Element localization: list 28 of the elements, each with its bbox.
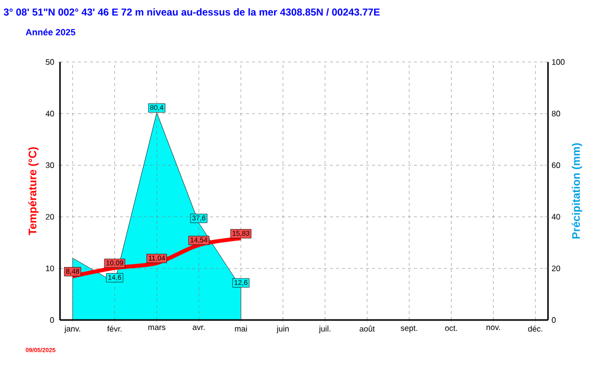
chart-title: 3° 08' 51"N 002° 43' 46 E 72 m niveau au-dessus de la mer 4308.85N / 00243.77E	[4, 8, 380, 16]
y-axis-title: Température (°C)	[28, 147, 39, 236]
y-tick-label: 50	[46, 59, 54, 65]
x-tick-label: déc.	[528, 326, 542, 332]
x-tick-label: avr.	[192, 326, 205, 330]
y-tick-label: 30	[46, 162, 54, 168]
x-tick-label: août	[360, 326, 375, 332]
x-tick-label: mai	[234, 326, 247, 332]
y2-axis-title: Précipitation (mm)	[572, 143, 582, 239]
y-tick-label: 20	[46, 214, 54, 220]
y-tick-label: 0	[50, 317, 54, 323]
y2-tick-label: 100	[552, 59, 565, 65]
x-tick-label: mars	[148, 326, 166, 330]
y2-tick-label: 20	[552, 266, 560, 272]
x-tick-label: janv.	[64, 326, 80, 334]
x-tick-label: févr.	[107, 326, 122, 332]
chart-subtitle: Année 2025	[26, 28, 76, 36]
x-tick-label: oct.	[445, 326, 457, 331]
x-tick-label: juin	[276, 326, 289, 334]
x-tick-label: nov.	[486, 326, 500, 330]
y-tick-label: 10	[46, 266, 54, 272]
y-tick-label: 40	[46, 110, 54, 116]
y2-tick-label: 80	[552, 110, 560, 116]
y2-tick-label: 60	[552, 162, 560, 168]
y2-tick-label: 0	[552, 317, 556, 323]
x-tick-label: sept.	[400, 326, 418, 333]
y2-tick-label: 40	[552, 214, 560, 220]
x-tick-label: juil.	[318, 326, 330, 334]
